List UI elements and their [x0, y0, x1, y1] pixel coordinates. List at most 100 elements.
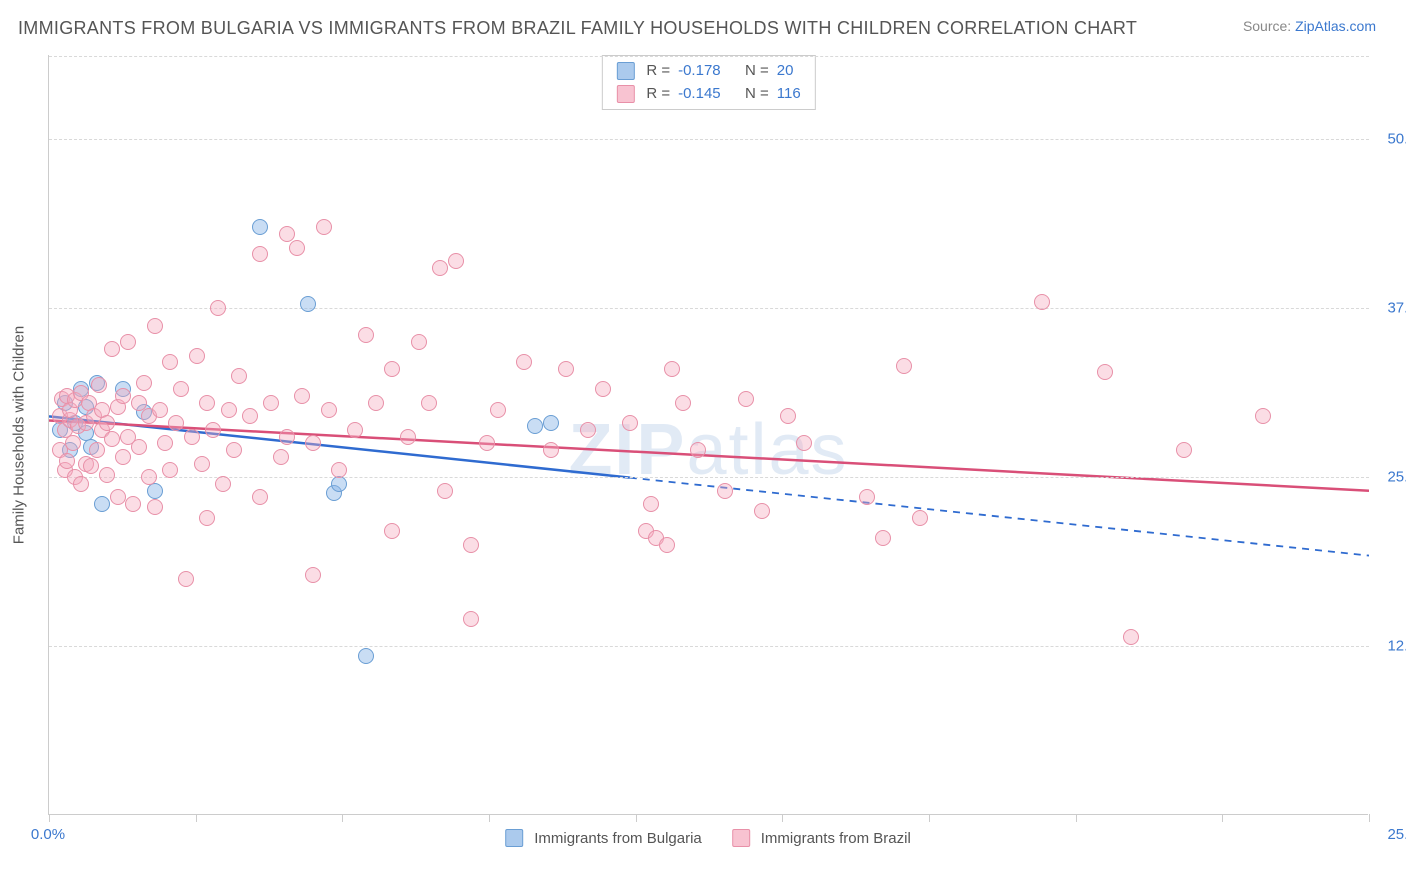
scatter-point-brazil — [1097, 364, 1113, 380]
swatch-pink-icon — [616, 85, 634, 103]
scatter-point-brazil — [558, 361, 574, 377]
scatter-point-brazil — [896, 358, 912, 374]
stats-row-brazil: R = -0.145 N = 116 — [616, 83, 800, 106]
n-value-brazil: 116 — [777, 83, 801, 106]
n-value-bulgaria: 20 — [777, 60, 794, 83]
scatter-point-brazil — [1255, 408, 1271, 424]
legend-item-bulgaria: Immigrants from Bulgaria — [505, 829, 702, 847]
scatter-point-brazil — [448, 253, 464, 269]
scatter-point-brazil — [331, 462, 347, 478]
x-tick — [196, 814, 197, 822]
scatter-point-brazil — [796, 435, 812, 451]
scatter-point-brazil — [1176, 442, 1192, 458]
scatter-point-brazil — [421, 395, 437, 411]
scatter-point-brazil — [131, 439, 147, 455]
scatter-point-brazil — [463, 611, 479, 627]
scatter-point-brazil — [1123, 629, 1139, 645]
scatter-point-brazil — [305, 435, 321, 451]
scatter-point-brazil — [273, 449, 289, 465]
scatter-point-brazil — [622, 415, 638, 431]
x-tick — [782, 814, 783, 822]
scatter-point-brazil — [59, 453, 75, 469]
scatter-point-brazil — [437, 483, 453, 499]
scatter-point-brazil — [65, 435, 81, 451]
scatter-point-brazil — [73, 476, 89, 492]
x-tick — [1076, 814, 1077, 822]
scatter-point-brazil — [104, 431, 120, 447]
scatter-point-brazil — [89, 442, 105, 458]
scatter-point-brazil — [173, 381, 189, 397]
scatter-point-brazil — [263, 395, 279, 411]
scatter-point-brazil — [411, 334, 427, 350]
scatter-point-brazil — [141, 469, 157, 485]
y-tick-label: 25.0% — [1375, 469, 1406, 486]
scatter-point-brazil — [120, 334, 136, 350]
scatter-point-brazil — [110, 489, 126, 505]
trend-lines — [49, 55, 1369, 815]
scatter-point-brazil — [215, 476, 231, 492]
scatter-point-brazil — [859, 489, 875, 505]
scatter-point-brazil — [294, 388, 310, 404]
scatter-point-brazil — [780, 408, 796, 424]
scatter-point-brazil — [199, 510, 215, 526]
scatter-point-brazil — [875, 530, 891, 546]
y-axis-title: Family Households with Children — [11, 325, 28, 543]
scatter-point-brazil — [252, 489, 268, 505]
y-tick-label: 12.5% — [1375, 638, 1406, 655]
scatter-point-brazil — [643, 496, 659, 512]
scatter-point-brazil — [279, 429, 295, 445]
source-link[interactable]: ZipAtlas.com — [1295, 18, 1376, 34]
scatter-point-brazil — [115, 449, 131, 465]
scatter-point-brazil — [104, 341, 120, 357]
scatter-point-brazil — [912, 510, 928, 526]
scatter-point-brazil — [242, 408, 258, 424]
scatter-point-brazil — [595, 381, 611, 397]
scatter-point-brazil — [184, 429, 200, 445]
source-credit: Source: ZipAtlas.com — [1243, 18, 1376, 34]
bottom-legend: Immigrants from Bulgaria Immigrants from… — [505, 829, 911, 847]
scatter-point-brazil — [99, 467, 115, 483]
scatter-point-brazil — [580, 422, 596, 438]
stats-row-bulgaria: R = -0.178 N = 20 — [616, 60, 800, 83]
scatter-point-brazil — [289, 240, 305, 256]
scatter-point-bulgaria — [300, 296, 316, 312]
scatter-point-brazil — [168, 415, 184, 431]
x-tick — [636, 814, 637, 822]
swatch-blue-icon — [616, 62, 634, 80]
scatter-point-brazil — [226, 442, 242, 458]
scatter-point-brazil — [384, 523, 400, 539]
scatter-point-brazil — [194, 456, 210, 472]
scatter-point-brazil — [231, 368, 247, 384]
scatter-point-brazil — [221, 402, 237, 418]
scatter-point-brazil — [83, 458, 99, 474]
scatter-point-brazil — [157, 435, 173, 451]
scatter-point-brazil — [543, 442, 559, 458]
stats-legend-box: R = -0.178 N = 20 R = -0.145 N = 116 — [601, 55, 815, 110]
gridline — [49, 477, 1369, 478]
scatter-point-brazil — [162, 354, 178, 370]
scatter-point-brazil — [321, 402, 337, 418]
scatter-point-brazil — [305, 567, 321, 583]
chart-title: IMMIGRANTS FROM BULGARIA VS IMMIGRANTS F… — [18, 18, 1137, 39]
scatter-point-brazil — [147, 499, 163, 515]
scatter-point-brazil — [125, 496, 141, 512]
x-tick — [929, 814, 930, 822]
x-tick — [489, 814, 490, 822]
scatter-point-brazil — [99, 415, 115, 431]
scatter-point-brazil — [199, 395, 215, 411]
scatter-point-bulgaria — [527, 418, 543, 434]
x-tick-label-right: 25.0% — [1375, 826, 1406, 843]
r-value-bulgaria: -0.178 — [678, 60, 721, 83]
scatter-point-brazil — [147, 318, 163, 334]
scatter-point-brazil — [1034, 294, 1050, 310]
x-tick — [1369, 814, 1370, 822]
x-tick-label-left: 0.0% — [31, 826, 65, 843]
swatch-blue-icon — [505, 829, 523, 847]
scatter-point-brazil — [205, 422, 221, 438]
scatter-point-brazil — [252, 246, 268, 262]
scatter-point-brazil — [115, 388, 131, 404]
scatter-point-brazil — [91, 377, 107, 393]
scatter-point-brazil — [516, 354, 532, 370]
scatter-point-brazil — [347, 422, 363, 438]
scatter-point-brazil — [754, 503, 770, 519]
